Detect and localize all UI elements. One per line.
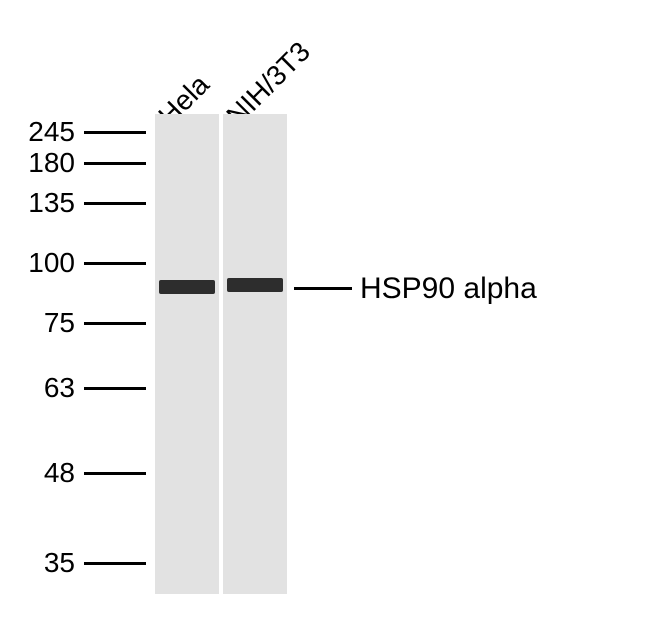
mw-tick-35 (84, 562, 146, 565)
gel-area (155, 114, 287, 594)
mw-tick-100 (84, 262, 146, 265)
lane-1 (155, 114, 219, 594)
mw-label-75: 75 (0, 307, 75, 339)
mw-label-245: 245 (0, 116, 75, 148)
mw-tick-245 (84, 131, 146, 134)
band-lane-1 (159, 280, 214, 294)
target-tick (294, 287, 352, 290)
mw-tick-48 (84, 472, 146, 475)
mw-label-35: 35 (0, 547, 75, 579)
mw-tick-63 (84, 387, 146, 390)
blot-figure: Hela NIH/3T3 245 180 135 100 75 63 48 35… (0, 0, 650, 624)
lane-2 (223, 114, 287, 594)
band-lane-2 (227, 278, 282, 292)
mw-label-48: 48 (0, 457, 75, 489)
mw-label-100: 100 (0, 247, 75, 279)
mw-tick-75 (84, 322, 146, 325)
mw-label-63: 63 (0, 372, 75, 404)
mw-tick-180 (84, 162, 146, 165)
mw-tick-135 (84, 202, 146, 205)
mw-label-135: 135 (0, 187, 75, 219)
mw-label-180: 180 (0, 147, 75, 179)
target-label: HSP90 alpha (360, 272, 537, 306)
